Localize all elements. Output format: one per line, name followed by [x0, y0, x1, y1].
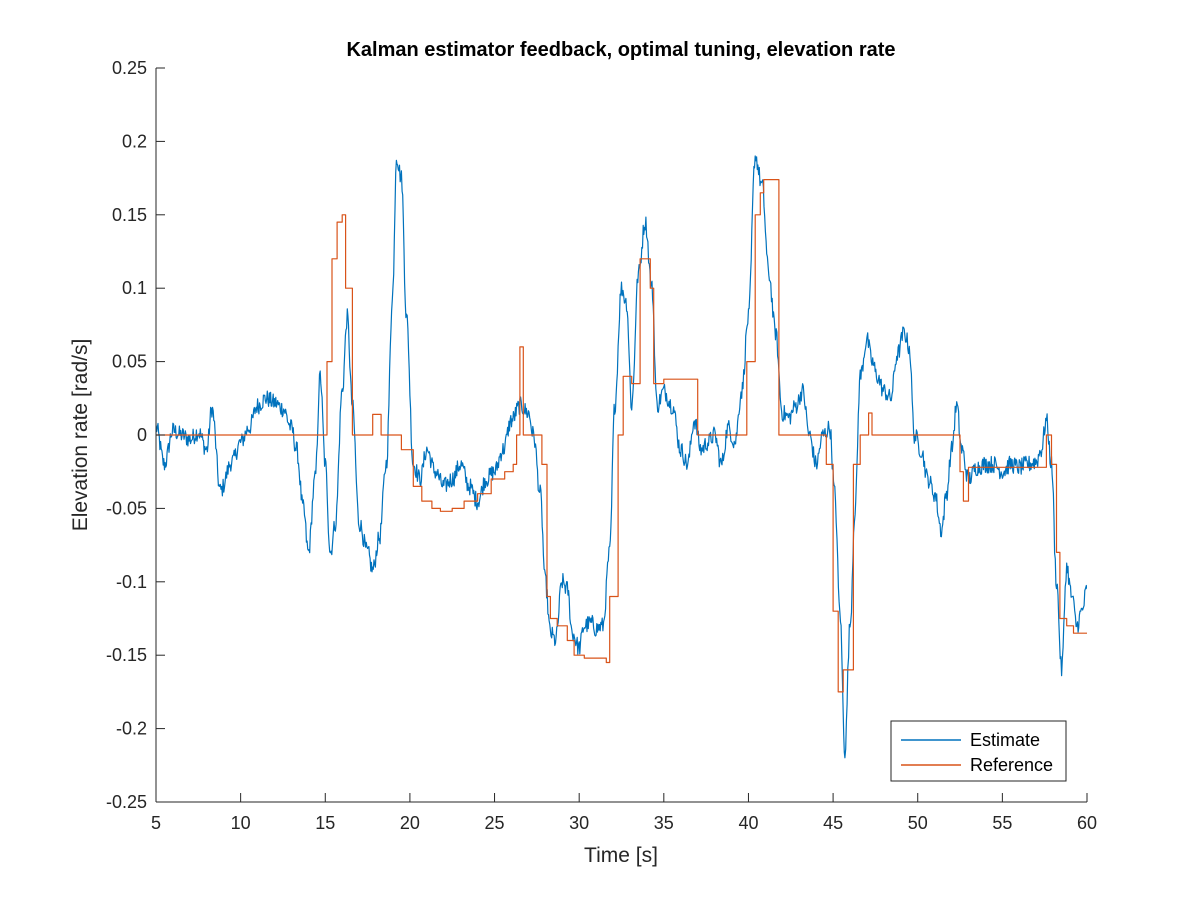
legend-box: [890, 720, 1067, 782]
y-tick-label: 0.15: [112, 205, 147, 225]
x-tick-label: 10: [231, 813, 251, 833]
x-tick-label: 45: [823, 813, 843, 833]
y-axis-label: Elevation rate [rad/s]: [69, 339, 92, 532]
y-tick-label: -0.2: [116, 719, 147, 739]
y-tick-label: 0: [137, 425, 147, 445]
x-tick-label: 20: [400, 813, 420, 833]
legend-label-reference: Reference: [970, 755, 1053, 775]
plot-area: 5 10 15 20 25 30 35 40 45 50 55 60 -0.25 -0.2 -0.15 -0.…: [106, 58, 1097, 833]
x-tick-label: 30: [569, 813, 589, 833]
series-line-estimate: [156, 155, 1087, 759]
chart-title: Kalman estimator feedback, optimal tunin…: [346, 39, 895, 61]
x-tick-label: 60: [1077, 813, 1097, 833]
x-tick-label: 55: [992, 813, 1012, 833]
y-tick-label: 0.25: [112, 58, 147, 78]
x-tick-label: 50: [908, 813, 928, 833]
legend-label-estimate: Estimate: [970, 730, 1040, 750]
x-tick-label: 25: [485, 813, 505, 833]
x-axis-label: Time [s]: [584, 844, 658, 867]
y-tick-label: -0.1: [116, 572, 147, 592]
axis-layer: 5 10 15 20 25 30 35 40 45 50 55 60 -0.25 -0.2 -0.15 -0.…: [106, 58, 1097, 833]
y-tick-label: -0.05: [106, 498, 147, 518]
x-tick-label: 35: [654, 813, 674, 833]
y-tick-label: 0.1: [122, 278, 147, 298]
y-tick-label: 0.05: [112, 352, 147, 372]
y-tick-label: -0.25: [106, 792, 147, 812]
legend: Estimate Reference: [890, 720, 1067, 782]
series-line-reference: [156, 179, 1087, 693]
y-tick-label: 0.2: [122, 131, 147, 151]
series-layer: [156, 155, 1087, 759]
x-tick-label: 40: [738, 813, 758, 833]
x-tick-label: 15: [315, 813, 335, 833]
y-tick-label: -0.15: [106, 645, 147, 665]
x-tick-label: 5: [151, 813, 161, 833]
